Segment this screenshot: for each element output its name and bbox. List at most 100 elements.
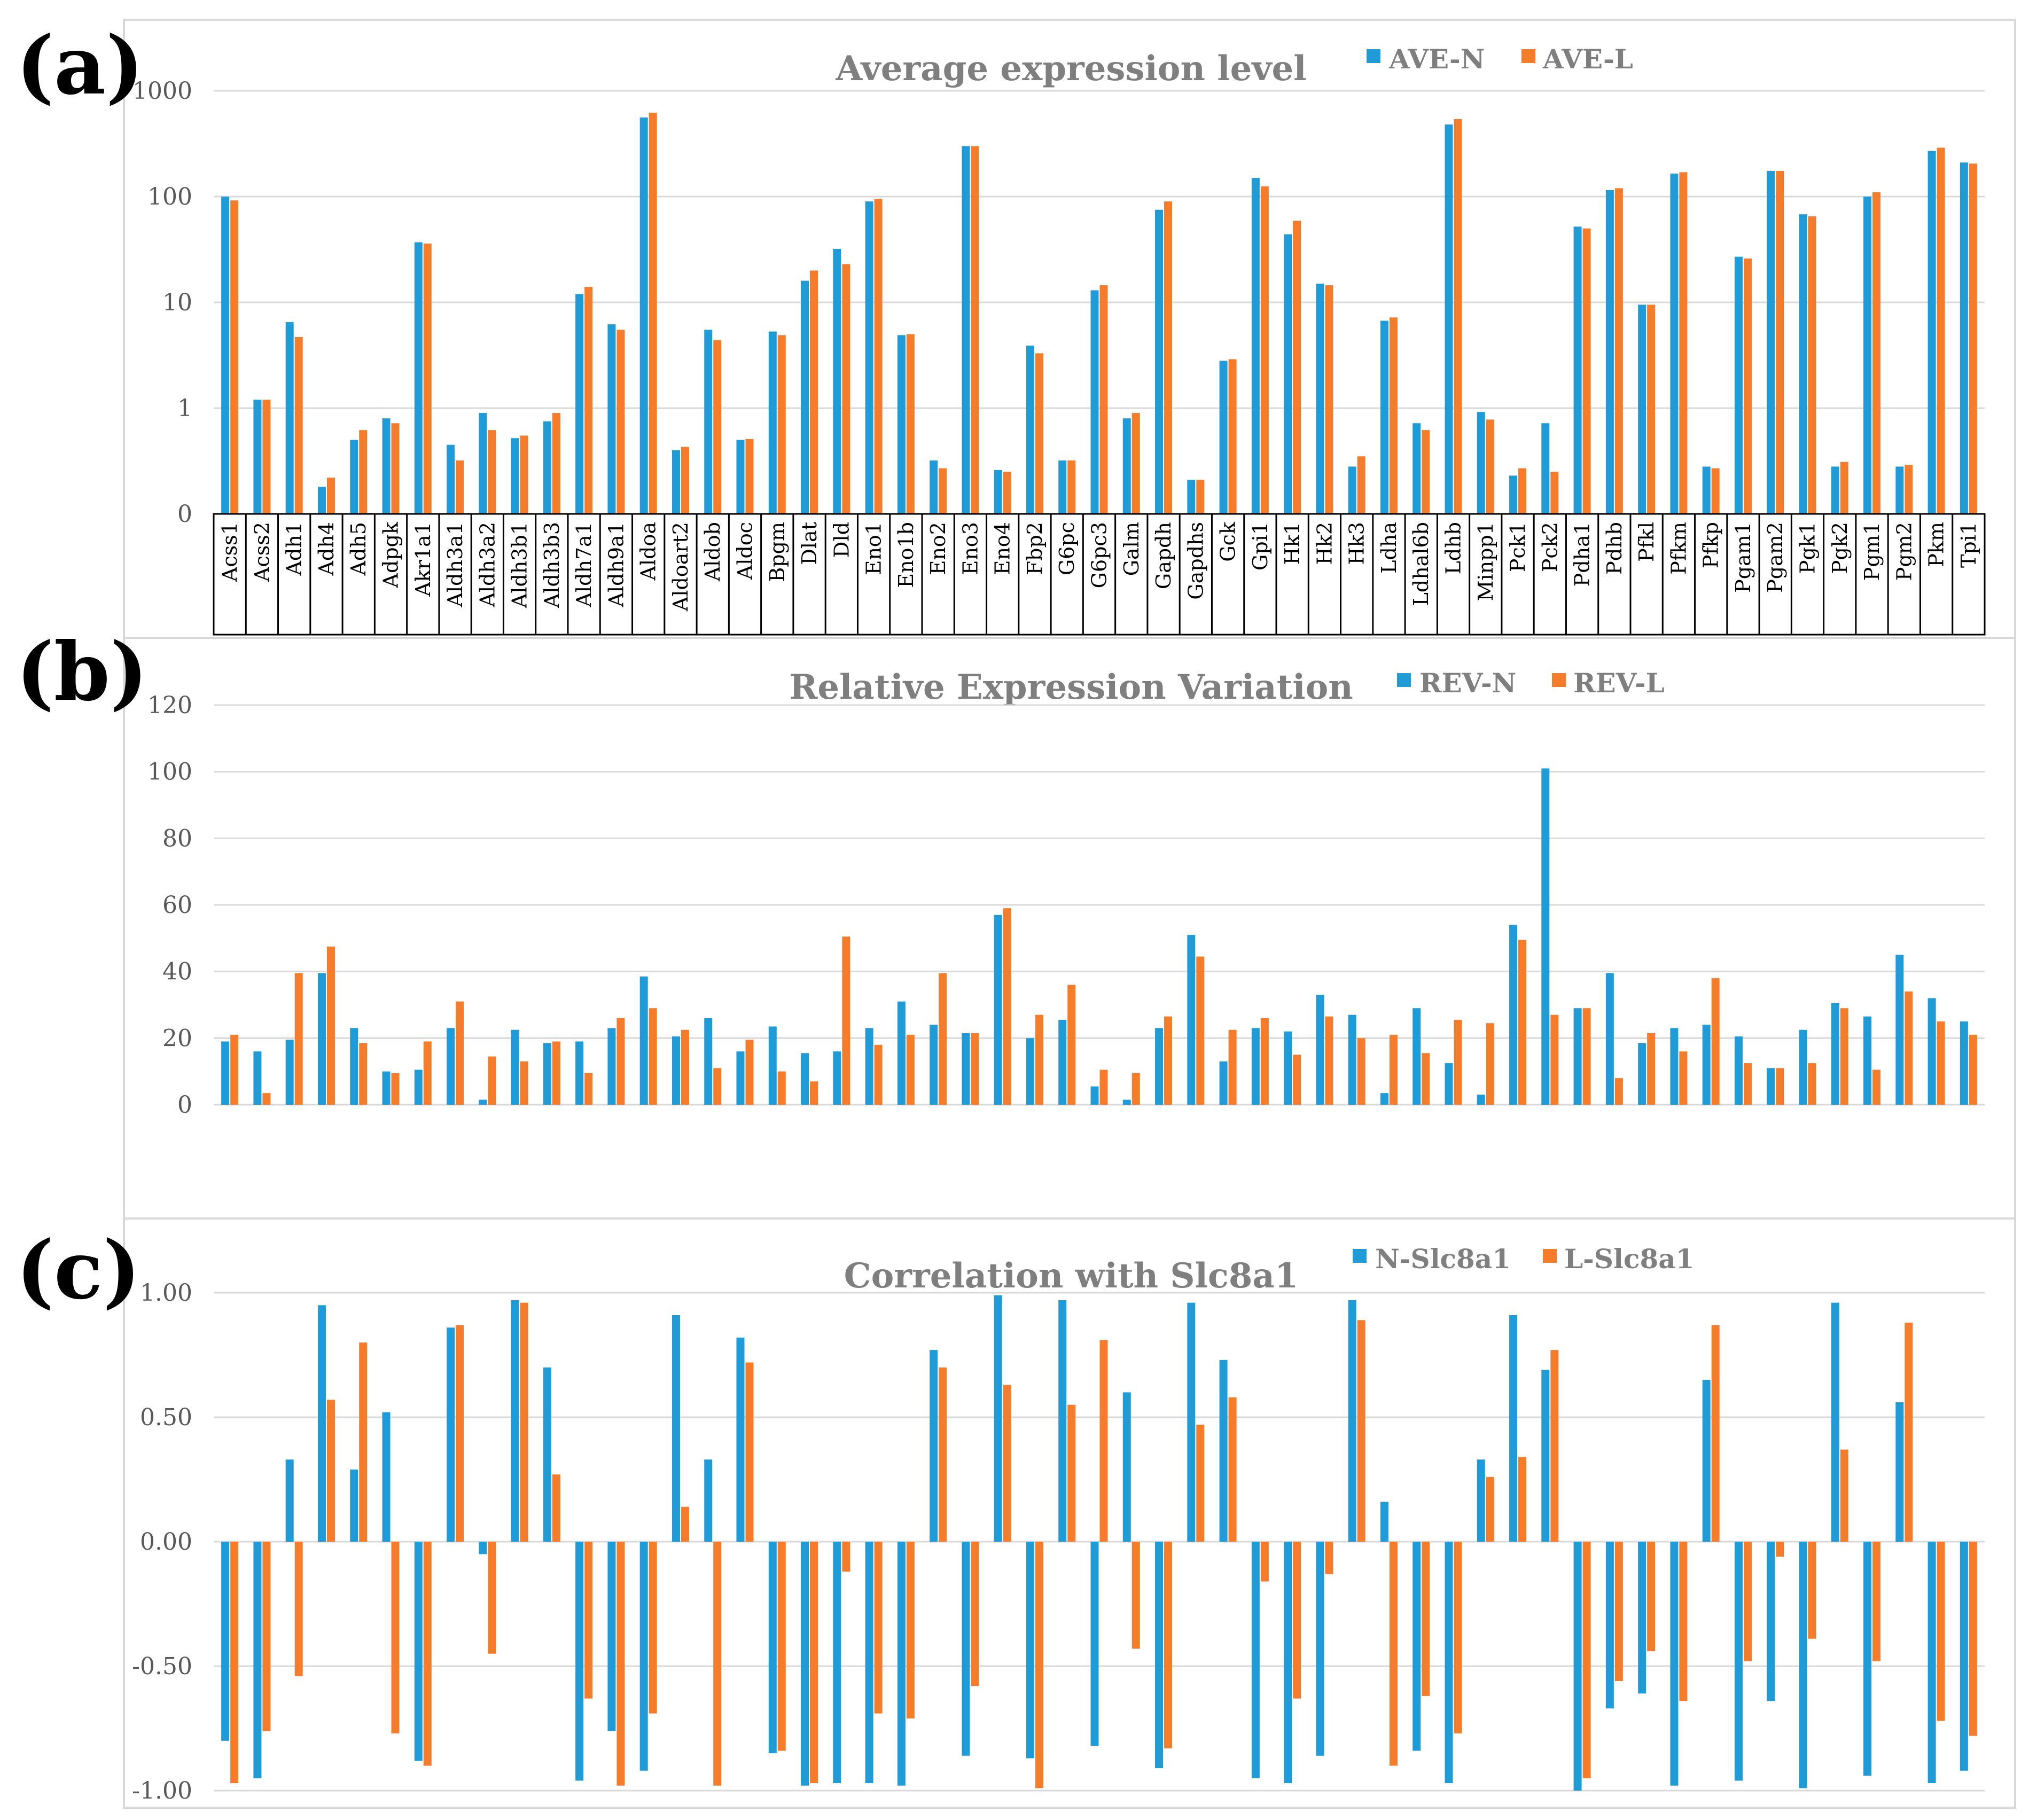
- bar-l-bpgm: [777, 335, 786, 514]
- bar-n-pgam1: [1734, 256, 1743, 514]
- bar-n-eno1b: [897, 1542, 906, 1786]
- bar-l-pgm1: [1872, 192, 1881, 514]
- category-label: Pdhb: [1603, 522, 1626, 575]
- panel-c-label: (c): [16, 1223, 141, 1317]
- y-tick-label: 80: [162, 825, 192, 852]
- bar-n-pfkl: [1638, 1043, 1646, 1105]
- bar-l-adh1: [294, 1542, 303, 1676]
- bar-n-hk2: [1316, 284, 1324, 514]
- bar-n-acss2: [253, 1542, 262, 1778]
- bar-l-pck2: [1550, 472, 1559, 514]
- bar-l-hk2: [1325, 1016, 1333, 1105]
- bar-n-ldhal6b: [1413, 423, 1421, 514]
- bar-n-pgm1: [1863, 1542, 1872, 1776]
- bar-l-eno3: [971, 146, 979, 514]
- bar-n-ldhb: [1445, 1542, 1453, 1784]
- bar-n-aldh3b3: [543, 1367, 551, 1542]
- bar-l-aldoart2: [681, 1506, 689, 1542]
- bar-n-minpp1: [1477, 1095, 1485, 1105]
- bar-l-gapdh: [1164, 1542, 1173, 1748]
- bar-n-pfkl: [1638, 1542, 1646, 1694]
- bar-l-gapdh: [1164, 1016, 1173, 1105]
- bar-n-pfkp: [1702, 466, 1711, 514]
- y-tick-label: 1: [177, 395, 192, 422]
- bar-n-fbp2: [1026, 1542, 1034, 1759]
- bar-n-adh4: [317, 1305, 326, 1542]
- category-label: Aldoa: [637, 522, 660, 581]
- y-tick-label: 100: [147, 183, 192, 210]
- bar-l-pdha1: [1582, 228, 1591, 514]
- bar-n-pgm2: [1895, 955, 1904, 1105]
- bar-l-ldhal6b: [1422, 430, 1430, 514]
- bar-n-aldh7a1: [575, 1041, 584, 1105]
- bar-n-pck2: [1541, 1370, 1550, 1542]
- bar-n-aldh7a1: [575, 294, 584, 514]
- bar-l-acss1: [230, 200, 239, 514]
- bar-l-aldob: [713, 340, 722, 514]
- bar-n-pgam1: [1734, 1036, 1743, 1105]
- bar-l-pkm: [1937, 1021, 1945, 1105]
- legend-b-swatch-n: [1397, 673, 1411, 687]
- bar-n-ldha: [1380, 1502, 1388, 1542]
- bar-n-aldoa: [639, 117, 648, 514]
- bar-n-acss1: [221, 197, 230, 514]
- bar-l-adpgk: [391, 423, 400, 514]
- bar-n-eno2: [930, 1350, 938, 1542]
- category-label: Eno3: [958, 522, 982, 575]
- bar-n-gapdhs: [1187, 480, 1196, 514]
- bar-l-adh1: [294, 337, 303, 514]
- bar-l-aldoart2: [681, 1029, 689, 1105]
- bar-n-aldh3a2: [479, 1542, 487, 1555]
- bar-n-ldhb: [1445, 124, 1453, 514]
- legend-c-swatch-l: [1543, 1249, 1557, 1263]
- bar-l-gpi1: [1260, 1018, 1269, 1105]
- bar-n-aldoc: [736, 1051, 745, 1105]
- bar-n-dld: [833, 1051, 841, 1105]
- bar-n-pck1: [1509, 475, 1518, 514]
- bar-l-gpi1: [1260, 186, 1269, 514]
- bar-l-eno4: [1003, 1385, 1011, 1542]
- bar-l-acss2: [262, 1542, 271, 1731]
- bar-l-hk1: [1293, 1542, 1301, 1699]
- bar-l-eno4: [1003, 472, 1011, 514]
- bar-n-pfkp: [1702, 1025, 1711, 1105]
- bar-n-pkm: [1927, 998, 1936, 1105]
- bar-l-bpgm: [777, 1071, 786, 1105]
- bar-l-pgk2: [1840, 1008, 1848, 1105]
- chart-title-a: Average expression level: [835, 49, 1306, 89]
- bar-n-galm: [1122, 418, 1131, 514]
- category-label: Pgm2: [1892, 522, 1916, 581]
- bar-n-pdhb: [1605, 190, 1614, 514]
- category-label: Aldh3a1: [443, 522, 467, 607]
- bar-l-pfkp: [1711, 468, 1720, 514]
- bar-n-eno4: [994, 470, 1002, 514]
- bar-n-galm: [1122, 1099, 1131, 1105]
- y-tick-label: 0: [177, 501, 192, 528]
- bar-l-g6pc: [1067, 1404, 1076, 1542]
- category-label: Pfkl: [1635, 522, 1658, 562]
- bar-l-pck1: [1518, 1457, 1527, 1542]
- category-label: Gpi1: [1248, 522, 1272, 571]
- bar-l-aldoa: [649, 1542, 657, 1714]
- bar-n-pgk1: [1799, 1029, 1807, 1105]
- category-label: Acss2: [250, 522, 274, 582]
- bar-n-aldh3b1: [511, 1029, 519, 1105]
- bar-n-aldob: [704, 1018, 713, 1105]
- category-label: Aldh3b3: [540, 522, 564, 608]
- bar-n-hk2: [1316, 995, 1324, 1105]
- y-tick-label: -0.50: [132, 1653, 192, 1680]
- bar-l-pgk1: [1808, 216, 1816, 514]
- bar-l-g6pc: [1067, 985, 1076, 1105]
- bar-l-adpgk: [391, 1073, 400, 1105]
- bar-l-eno1: [874, 1542, 883, 1714]
- bar-l-fbp2: [1035, 1014, 1043, 1105]
- bar-n-tpi1: [1960, 162, 1968, 514]
- y-tick-label: 60: [162, 892, 192, 919]
- bar-n-acss1: [221, 1041, 230, 1105]
- category-table-border: [213, 513, 1986, 636]
- bar-l-eno2: [939, 1367, 947, 1542]
- bar-l-galm: [1131, 1073, 1140, 1105]
- bar-l-ldhal6b: [1422, 1542, 1430, 1696]
- bar-l-hk2: [1325, 285, 1333, 514]
